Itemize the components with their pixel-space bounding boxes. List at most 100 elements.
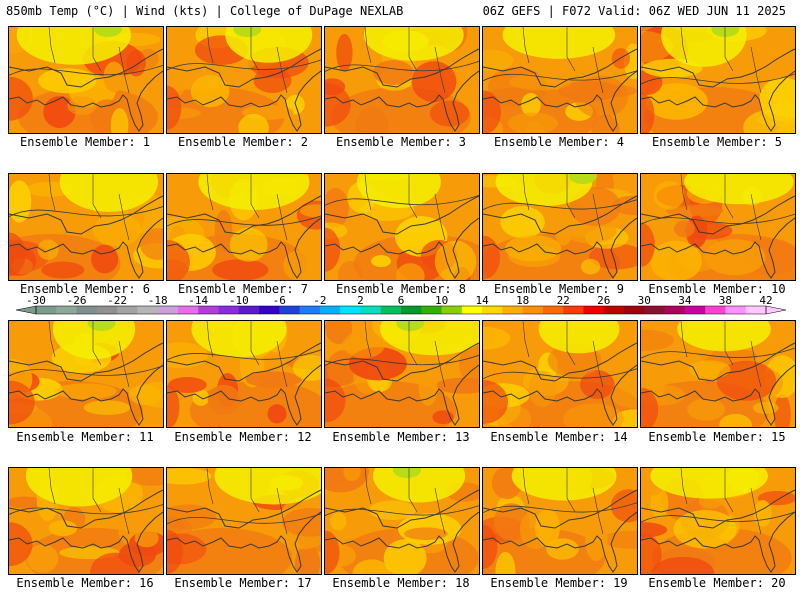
colorbar-swatch [482,306,503,314]
coastline [641,70,795,132]
coastline [483,70,637,132]
isotherm-contour [167,59,321,71]
border-line [9,48,163,88]
border-line [483,342,637,382]
coastline [483,364,637,426]
state-line [522,27,604,94]
colorbar-swatch [705,306,726,314]
colorbar-tick-label: 42 [759,296,772,307]
ensemble-member-label: Ensemble Member: 16 [16,576,154,590]
ensemble-member-label: Ensemble Member: 18 [332,576,470,590]
border-line [167,342,321,382]
ensemble-member-label: Ensemble Member: 2 [177,135,309,149]
colorbar-tick-label: 10 [435,296,448,307]
colorbar-swatch [461,306,483,314]
border-line [641,195,795,235]
colorbar-tick-label: 26 [597,296,610,307]
colorbar-swatch [542,306,564,314]
colorbar-tick-label: -22 [107,296,127,307]
state-line [522,468,604,535]
colorbar-swatch [664,306,686,314]
colorbar-tick-label: 22 [557,296,570,307]
temperature-map [166,173,322,281]
ensemble-member-label: Ensemble Member: 17 [174,576,312,590]
isotherm-contour [641,347,795,359]
state-line [680,174,762,241]
colorbar-tick-label: 2 [357,296,364,307]
colorbar-swatch [624,306,645,314]
state-line [206,468,288,535]
temperature-map [8,320,164,428]
colorbar-swatch [198,306,219,314]
colorbar-swatch [279,306,301,314]
isotherm-contour [483,368,637,380]
state-line [522,174,604,241]
border-line [641,489,795,529]
ensemble-member-label: Ensemble Member: 20 [648,576,786,590]
colorbar-swatch [684,306,706,314]
ensemble-member-label: Ensemble Member: 14 [490,430,628,444]
isotherm-contour [325,354,479,366]
colorbar-swatch [36,306,57,314]
temperature-colorbar: -30 -26 -22 -18 -14 -10 -6 -2 2 6 10 14 18 22 26 30 34 38… [0,296,800,320]
colorbar-swatch [745,306,767,314]
ensemble-member-label: Ensemble Member: 8 [335,282,467,296]
ensemble-member-label: Ensemble Member: 1 [19,135,151,149]
temperature-map [482,173,638,281]
ensemble-member-label: Ensemble Member: 7 [177,282,309,296]
colorbar-swatch [563,306,584,314]
border-line [483,489,637,529]
colorbar-swatch [522,306,544,314]
coastline [483,511,637,573]
temperature-map [640,173,796,281]
coastline [9,70,163,132]
ensemble-member-label: Ensemble Member: 3 [335,135,467,149]
coastline [9,364,163,426]
state-line [680,321,762,388]
border-line [167,48,321,88]
coastline [9,217,163,279]
ensemble-member-label: Ensemble Member: 4 [493,135,625,149]
isotherm-contour [9,64,163,76]
isotherm-contour [483,199,637,211]
colorbar-tick-label: 18 [516,296,529,307]
state-line [680,27,762,94]
isotherm-contour [9,504,163,515]
isotherm-contour [325,194,479,206]
colorbar-swatch [603,306,625,314]
isotherm-contour [641,511,795,523]
isotherm-contour [483,502,637,514]
border-line [641,48,795,88]
colorbar-tick-label: -14 [188,296,208,307]
temperature-map [324,320,480,428]
colorbar-swatch [644,306,666,314]
colorbar-swatch [238,306,260,314]
temperature-map [482,320,638,428]
colorbar-swatch [157,306,179,314]
isotherm-contour [9,206,163,217]
temperature-map [8,467,164,575]
coastline [641,364,795,426]
colorbar-swatch [259,306,280,314]
colorbar-tick-label: -30 [26,296,46,307]
ensemble-member-label: Ensemble Member: 11 [16,430,154,444]
colorbar-swatch [441,306,463,314]
colorbar-swatch [299,306,321,314]
state-line [680,468,762,535]
colorbar-swatch [117,306,138,314]
isotherm-contour [325,60,479,72]
colorbar-swatch [177,306,199,314]
state-line [206,321,288,388]
ensemble-member-label: Ensemble Member: 19 [490,576,628,590]
temperature-map [482,467,638,575]
border-line [167,489,321,529]
border-line [483,195,637,235]
coastline [9,511,163,573]
coastline [167,511,321,573]
coastline [641,217,795,279]
colorbar-tick-label: -18 [148,296,168,307]
coastline [325,70,479,132]
state-line [48,27,130,94]
colorbar-tick-label: -6 [273,296,286,307]
ensemble-member-label: Ensemble Member: 15 [648,430,786,444]
